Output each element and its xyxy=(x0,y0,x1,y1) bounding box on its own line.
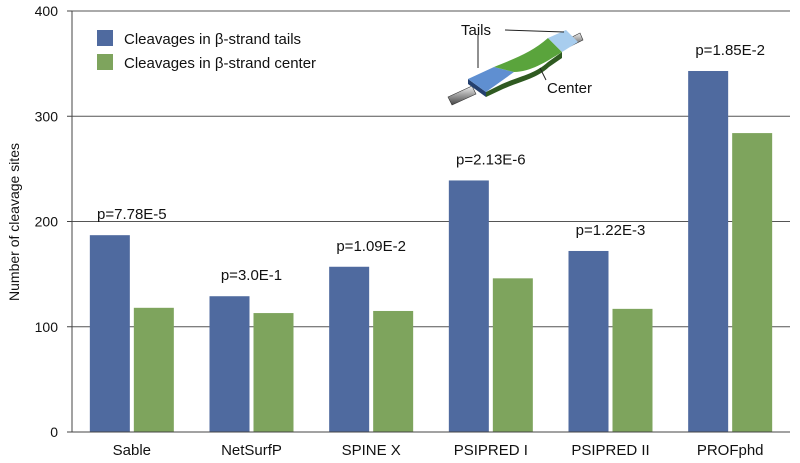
x-tick-labels: Sable NetSurfP SPINE X PSIPRED I PSIPRED II P… xyxy=(113,442,764,459)
strand-tail-left xyxy=(468,67,514,92)
bar-tails xyxy=(568,250,609,432)
p-value-label: p=1.22E-3 xyxy=(576,222,646,239)
strand-tail-right xyxy=(548,30,578,52)
bar-center xyxy=(373,310,414,432)
p-value-label: p=1.85E-2 xyxy=(695,42,765,59)
bar-tails xyxy=(89,235,130,432)
gridlines xyxy=(72,10,790,328)
bar-center xyxy=(612,308,653,432)
bar-center xyxy=(732,133,773,432)
bar-center xyxy=(133,307,174,432)
y-tick-label: 0 xyxy=(50,424,58,440)
bar-tails xyxy=(448,180,489,432)
legend-swatch-center xyxy=(97,54,113,70)
x-tick-label: PSIPRED I xyxy=(454,442,528,459)
bar-tails xyxy=(329,266,370,432)
y-ticks: 0 100 200 300 400 xyxy=(35,3,72,440)
strand-rod xyxy=(447,85,477,106)
x-tick-label: PROFphd xyxy=(697,442,764,459)
x-tick-label: PSIPRED II xyxy=(571,442,649,459)
center-leader-line xyxy=(539,67,547,81)
p-value-label: p=2.13E-6 xyxy=(456,151,526,168)
inset-label-tails: Tails xyxy=(461,22,491,39)
strand-center xyxy=(494,38,562,72)
legend-label-center: Cleavages in β-strand center xyxy=(124,55,316,72)
bars xyxy=(89,70,773,433)
tails-leader-line-right xyxy=(504,29,565,33)
inset-label-center: Center xyxy=(547,80,592,97)
p-value-label: p=3.0E-1 xyxy=(221,267,282,284)
legend: Cleavages in β-strand tails Cleavages in… xyxy=(97,30,316,72)
y-tick-label: 400 xyxy=(35,3,59,19)
bar-tails xyxy=(209,296,250,432)
y-axis-label: Number of cleavage sites xyxy=(6,143,22,301)
p-value-label: p=7.78E-5 xyxy=(97,206,167,223)
y-tick-label: 100 xyxy=(35,319,59,335)
p-value-annotations: p=7.78E-5 p=3.0E-1 p=1.09E-2 p=2.13E-6 p=1.2… xyxy=(97,42,765,284)
strand-edge xyxy=(486,52,562,97)
x-tick-label: SPINE X xyxy=(342,442,401,459)
legend-label-tails: Cleavages in β-strand tails xyxy=(124,31,301,48)
x-tick-label: NetSurfP xyxy=(221,442,282,459)
bar-tails xyxy=(688,70,729,433)
strand-edge-tail xyxy=(468,79,486,97)
p-value-label: p=1.09E-2 xyxy=(336,238,406,255)
bar-center xyxy=(253,313,294,432)
beta-strand-illustration: Tails Center xyxy=(447,22,592,106)
bar-center xyxy=(492,278,533,432)
y-tick-label: 200 xyxy=(35,214,59,230)
y-tick-label: 300 xyxy=(35,108,59,124)
legend-swatch-tails xyxy=(97,30,113,46)
x-tick-label: Sable xyxy=(113,442,151,459)
